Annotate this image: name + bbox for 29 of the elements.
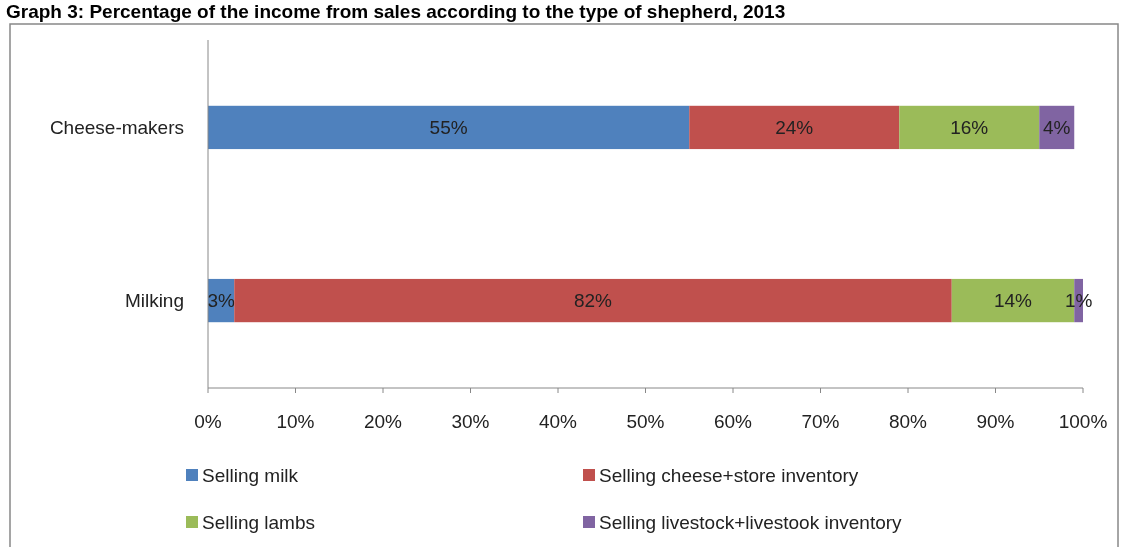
data-label: 82% <box>573 290 613 312</box>
bar <box>899 105 1040 150</box>
data-label: 4% <box>1043 117 1071 139</box>
y-tick-label: Milking <box>124 290 184 312</box>
legend-label: Selling livestock+livestook inventory <box>599 511 903 533</box>
y-tick-label: Cheese-makers <box>49 117 184 139</box>
x-tick-label: 70% <box>801 410 840 432</box>
x-tick-label: 40% <box>538 410 578 432</box>
data-label: 55% <box>429 117 468 139</box>
data-label: 14% <box>993 290 1033 312</box>
data-label: 1% <box>1064 290 1093 312</box>
bar <box>689 105 900 150</box>
x-tick-label: 30% <box>451 410 490 432</box>
x-tick-label: 80% <box>888 410 928 432</box>
data-label: 16% <box>950 117 989 139</box>
legend-label: Selling cheese+store inventory <box>599 464 859 486</box>
chart-title: Graph 3: Percentage of the income from sales according to the type of shepherd, 2013 <box>6 1 786 22</box>
x-tick-label: 50% <box>626 410 665 432</box>
x-tick-label: 60% <box>713 410 753 432</box>
bar <box>234 278 952 323</box>
x-tick-label: 20% <box>363 410 403 432</box>
data-label: 24% <box>775 117 814 139</box>
x-tick-label: 0% <box>194 410 222 432</box>
x-tick-label: 10% <box>276 410 315 432</box>
x-tick-label: 90% <box>976 410 1015 432</box>
legend-label: Selling milk <box>202 464 299 486</box>
bar <box>208 105 690 150</box>
legend-label: Selling lambs <box>202 511 315 533</box>
x-tick-label: 100% <box>1058 410 1108 432</box>
